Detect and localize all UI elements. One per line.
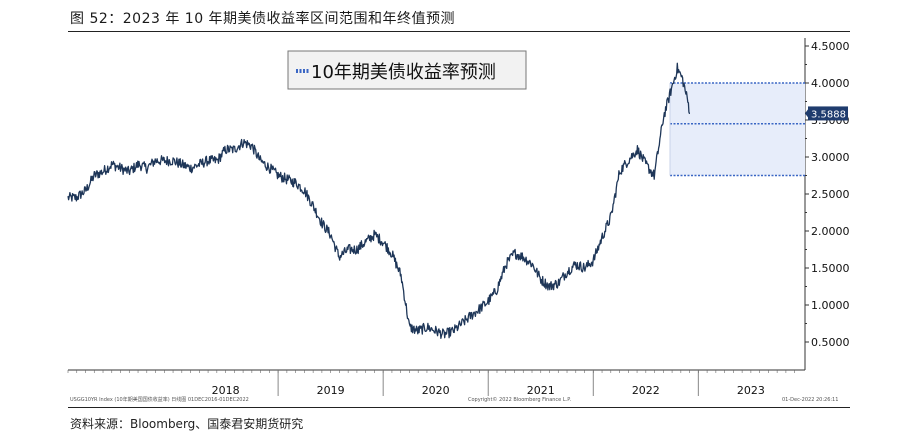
y-tick-label: 0.5000 <box>811 336 850 349</box>
y-axis-ticks: 4.50004.00003.50003.00002.50002.00001.50… <box>805 40 850 349</box>
x-year-label: 2020 <box>422 384 450 397</box>
title-rule <box>68 31 850 32</box>
yield-series-line <box>67 62 691 339</box>
last-value-box <box>808 106 848 121</box>
x-year-label: 2021 <box>527 384 555 397</box>
source-note: 资料来源：Bloomberg、国泰君安期货研究 <box>70 417 304 431</box>
last-value-pointer <box>805 109 808 118</box>
figure-title: 图 52：2023 年 10 年期美债收益率区间范围和年终值预测 <box>70 11 456 27</box>
x-year-label: 2018 <box>212 384 240 397</box>
x-year-label: 2023 <box>737 384 765 397</box>
last-value-text: 3.5888 <box>811 109 846 120</box>
forecast-range-band <box>670 83 805 176</box>
x-axis-year-labels: 2018 2019 2020 2021 2022 2023 <box>67 370 795 397</box>
copyright-footnote: Copyright© 2022 Bloomberg Finance L.P. <box>468 396 571 403</box>
x-year-label: 2019 <box>317 384 345 397</box>
y-tick-label: 1.5000 <box>811 262 850 275</box>
bottom-rule <box>68 407 850 408</box>
legend-label: 10年期美债收益率预测 <box>311 62 496 83</box>
last-value-badge: 3.5888 <box>805 106 848 121</box>
timestamp-footnote: 01-Dec-2022 20:26:11 <box>782 397 838 403</box>
legend-box: 10年期美债收益率预测 <box>287 50 527 90</box>
y-tick-label: 4.5000 <box>811 40 850 53</box>
y-tick-label: 2.5000 <box>811 188 850 201</box>
index-footnote: USGG10YR Index (10年期美国国债收益率) 日线图 01DEC20… <box>70 396 249 403</box>
y-tick-label: 2.0000 <box>811 225 850 238</box>
legend-frame <box>287 50 527 90</box>
x-year-label: 2022 <box>632 384 660 397</box>
yield-series <box>67 62 691 339</box>
y-tick-label: 4.0000 <box>811 77 850 90</box>
y-tick-label: 1.0000 <box>811 299 850 312</box>
y-tick-label: 3.0000 <box>811 151 850 164</box>
